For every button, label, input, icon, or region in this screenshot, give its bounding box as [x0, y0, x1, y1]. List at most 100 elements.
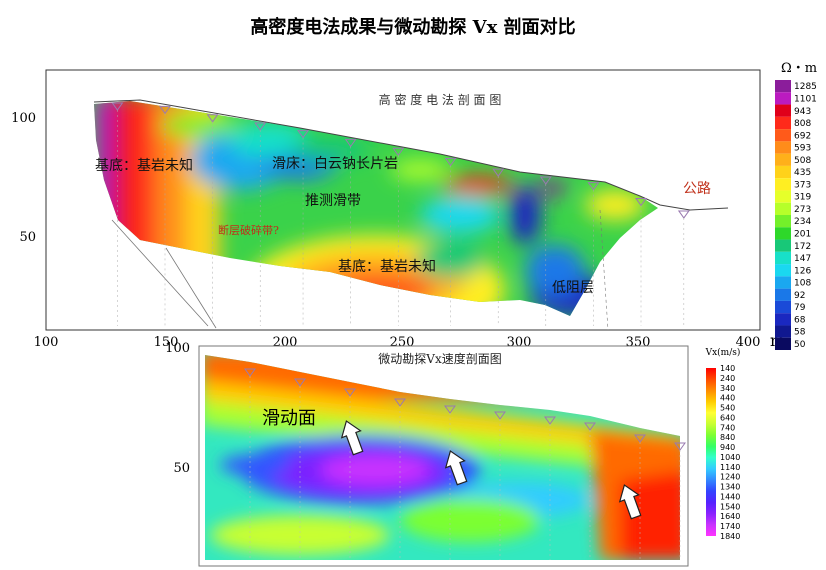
- vx-marker: [634, 434, 646, 443]
- vx-colorbar-label: 740: [720, 423, 735, 432]
- ert-guide-line: [111, 219, 209, 327]
- vx-marker: [394, 398, 406, 407]
- vx-y-tick-label: 100: [165, 341, 190, 356]
- ert-colorbar-swatch: [775, 165, 791, 179]
- vx-colorbar-label: 1340: [720, 483, 740, 492]
- ert-colorbar-swatch: [775, 227, 791, 240]
- ert-x-tick-label: 100: [34, 335, 59, 350]
- ert-colorbar-swatch: [775, 251, 791, 265]
- vx-marker: [544, 416, 556, 425]
- ert-colorbar-swatch: [775, 288, 791, 301]
- vx-colorbar: 1402403404405406407408409401040114012401…: [706, 364, 740, 541]
- ert-colorbar-swatch: [775, 116, 791, 130]
- ert-colorbar-label: 126: [794, 266, 811, 276]
- ert-surface-markers: [111, 102, 690, 326]
- ert-resistivity-field: [94, 101, 658, 316]
- ert-colorbar-swatch: [775, 190, 791, 203]
- figure-title: 高密度电法成果与微动勘探 Vx 剖面对比: [250, 16, 575, 38]
- vx-y-axis: 100 50: [165, 341, 190, 476]
- ert-guide-line: [599, 209, 609, 331]
- vx-colorbar-label: 540: [720, 404, 735, 413]
- ert-marker: [635, 197, 647, 207]
- ert-annotation: 基底：基岩未知: [95, 157, 193, 174]
- ert-annotation: 低阻层: [552, 280, 594, 296]
- vx-colorbar-unit: Vx(m/s): [705, 347, 741, 358]
- ert-marker: [587, 182, 600, 191]
- arrow-up-icon: [618, 484, 642, 520]
- ert-colorbar-label: 435: [794, 168, 811, 178]
- ert-marker: [344, 138, 357, 148]
- vx-marker: [494, 411, 506, 420]
- vx-colorbar-label: 1440: [720, 492, 740, 501]
- ert-title: 高 密 度 电 法 剖 面 图: [379, 92, 502, 107]
- ert-x-tick-label: 150: [154, 335, 179, 350]
- vx-colorbar-label: 440: [720, 394, 735, 403]
- ert-marker: [444, 157, 457, 167]
- vx-colorbar-label: 1240: [720, 473, 740, 482]
- vx-marker: [674, 442, 686, 451]
- ert-colorbar-swatch: [775, 215, 791, 228]
- vx-panel: 微动勘探Vx速度剖面图 100 50 滑动面: [165, 341, 741, 567]
- ert-annotations: 基底：基岩未知 滑床：白云钠长片岩 推测滑带 断层破碎带? 基底：基岩未知 低阻…: [95, 155, 711, 296]
- ert-colorbar-label: 172: [794, 242, 811, 252]
- ert-marker: [539, 176, 552, 185]
- ert-colorbar-label: 1101: [794, 94, 817, 104]
- ert-y-axis: 100 50: [11, 111, 36, 245]
- ert-colorbar-swatch: [775, 80, 791, 93]
- arrow-up-icon: [340, 420, 364, 456]
- ert-colorbar-label: 508: [794, 156, 811, 166]
- ert-colorbar-swatch: [775, 104, 791, 117]
- ert-colorbar-label: 201: [794, 229, 811, 239]
- ert-colorbar-label: 108: [794, 279, 811, 289]
- ert-x-tick-label: 400: [736, 335, 761, 350]
- ert-colorbar-label: 68: [794, 315, 806, 325]
- vx-colorbar-label: 640: [720, 413, 735, 422]
- vx-colorbar-label: 1740: [720, 522, 740, 531]
- ert-y-tick-label: 100: [11, 111, 36, 126]
- vx-marker: [294, 378, 306, 387]
- ert-colorbar-label: 319: [794, 193, 811, 203]
- ert-colorbar-swatch: [775, 178, 791, 191]
- vx-colorbar-label: 340: [720, 384, 735, 393]
- ert-colorbar-swatch: [775, 92, 791, 105]
- ert-colorbar: 1285 1101 943 808 692 593 508 435 373 319 273 234 20…: [775, 80, 817, 350]
- vx-colorbar-label: 1140: [720, 463, 740, 472]
- ert-marker: [206, 114, 219, 123]
- ert-colorbar-swatch: [775, 325, 791, 338]
- ert-frame: [45, 69, 761, 331]
- ert-marker: [159, 105, 171, 115]
- ert-colorbar-swatch: [775, 276, 791, 289]
- vx-title: 微动勘探Vx速度剖面图: [378, 351, 501, 366]
- vx-annotation-sliding-surface: 滑动面: [262, 408, 316, 429]
- ert-colorbar-label: 808: [794, 119, 811, 129]
- ert-colorbar-label: 943: [794, 107, 811, 117]
- ert-colorbar-swatch: [775, 141, 791, 154]
- ert-annotation: 推测滑带: [305, 192, 361, 209]
- ert-colorbar-swatch: [775, 337, 791, 350]
- ert-colorbar-unit: Ω・m: [781, 61, 817, 76]
- vx-marker: [344, 388, 356, 397]
- ert-guide-line: [165, 247, 217, 329]
- ground-surface-line: [93, 99, 729, 211]
- ert-marker: [297, 130, 310, 139]
- ert-marker: [111, 102, 124, 111]
- ert-colorbar-label: 273: [794, 205, 811, 215]
- arrow-up-icon: [444, 450, 468, 486]
- ert-annotation: 断层破碎带?: [218, 223, 279, 237]
- vx-colorbar-label: 1040: [720, 453, 740, 462]
- ert-colorbar-swatch: [775, 313, 791, 326]
- ert-colorbar-label: 234: [794, 217, 811, 227]
- ert-colorbar-label: 50: [794, 340, 806, 350]
- ert-colorbar-swatch: [775, 129, 791, 142]
- vx-colorbar-label: 1840: [720, 532, 740, 541]
- ert-colorbar-swatch: [775, 239, 791, 252]
- ert-colorbar-label: 92: [794, 291, 805, 301]
- vx-colorbar-label: 840: [720, 433, 735, 442]
- vx-marker: [244, 368, 256, 377]
- vx-colorbar-label: 1540: [720, 502, 740, 511]
- vx-marker: [444, 405, 456, 414]
- vx-arrows: [340, 420, 642, 520]
- ert-marker: [677, 210, 690, 219]
- ert-colorbar-label: 79: [794, 303, 806, 313]
